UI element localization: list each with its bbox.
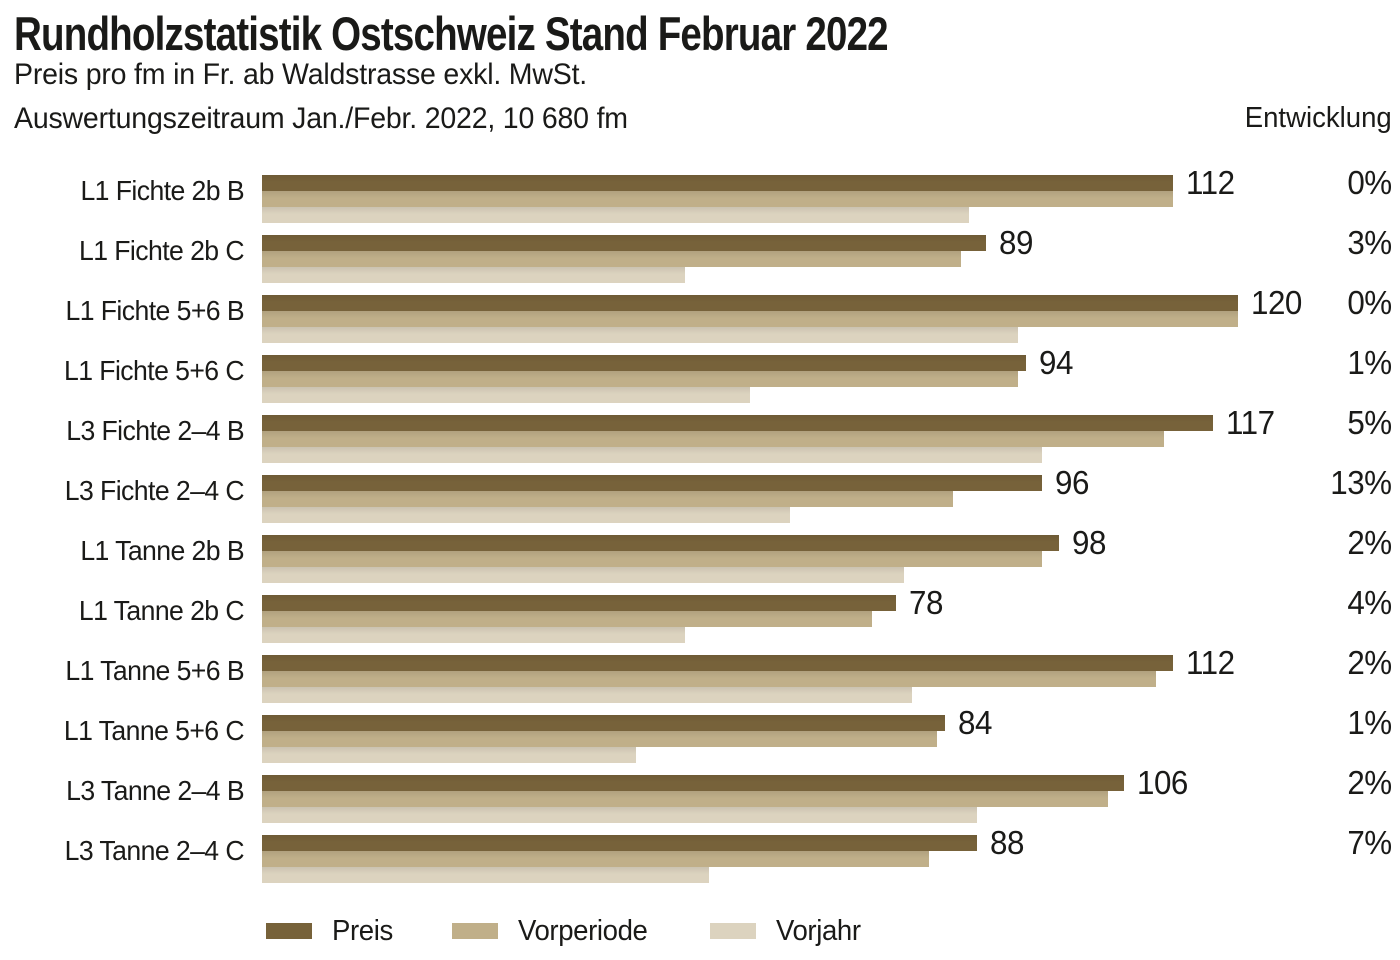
vorjahr-bar [262,207,969,223]
chart-subtitle-price-note: Preis pro fm in Fr. ab Waldstrasse exkl.… [14,58,588,91]
category-label: L1 Tanne 5+6 B [65,655,244,686]
price-value-label: 96 [1055,464,1089,501]
vorperiode-bar [262,491,953,507]
entwicklung-value: 2% [1347,524,1393,561]
preis-bar [262,715,945,731]
vorperiode-bar [262,251,961,267]
vorperiode-bar [262,671,1156,687]
vorjahr-bar [262,327,1018,343]
entwicklung-value: 1% [1347,344,1393,381]
vorjahr-bar [262,387,750,403]
category-label: L1 Fichte 5+6 B [65,295,244,326]
vorperiode-bar [262,551,1042,567]
category-label: L1 Tanne 2b B [80,535,244,566]
vorperiode-bar [262,431,1164,447]
preis-bar [262,655,1173,671]
legend-item-preis: Preis [266,915,396,948]
vorjahr-bar [262,687,912,703]
entwicklung-value: 3% [1347,224,1393,261]
vorperiode-bar [262,611,872,627]
preis-bar [262,175,1173,191]
legend-item-vorperiode: Vorperiode [452,915,654,948]
legend-swatch-preis [266,923,312,939]
legend-swatch-vorjahr [710,923,757,939]
price-value-label: 94 [1039,344,1073,381]
entwicklung-value: 5% [1347,404,1393,441]
vorperiode-bar [262,851,929,867]
entwicklung-value: 7% [1347,824,1393,861]
entwicklung-value: 0% [1347,164,1393,201]
vorperiode-bar [262,191,1173,207]
entwicklung-column-header: Entwicklung [1244,102,1392,134]
price-value-label: 84 [958,704,992,741]
vorjahr-bar [262,447,1042,463]
vorjahr-bar [262,747,636,763]
price-value-label: 78 [909,584,943,621]
vorjahr-bar [262,627,685,643]
legend-item-vorjahr: Vorjahr [710,915,865,948]
category-label: L1 Fichte 2b B [80,175,244,206]
price-value-label: 98 [1072,524,1106,561]
vorperiode-bar [262,311,1238,327]
category-label: L1 Fichte 2b C [78,235,245,266]
preis-bar [262,355,1026,371]
price-value-label: 117 [1226,404,1275,441]
vorjahr-bar [262,507,790,523]
vorjahr-bar [262,867,709,883]
price-value-label: 106 [1137,764,1188,801]
vorjahr-bar [262,267,685,283]
vorperiode-bar [262,371,1018,387]
entwicklung-value: 1% [1347,704,1393,741]
entwicklung-value: 4% [1347,584,1393,621]
entwicklung-value: 13% [1330,464,1393,501]
entwicklung-value: 2% [1347,764,1393,801]
preis-bar [262,535,1059,551]
preis-bar [262,235,986,251]
preis-bar [262,475,1042,491]
category-label: L1 Fichte 5+6 C [64,355,245,386]
vorperiode-bar [262,791,1108,807]
category-label: L3 Fichte 2–4 B [66,415,244,446]
legend-swatch-vorperiode [452,923,499,939]
price-value-label: 88 [990,824,1024,861]
chart-legend: Preis Vorperiode Vorjahr [266,915,865,948]
legend-label: Vorjahr [776,914,861,947]
price-value-label: 89 [999,224,1033,261]
category-label: L1 Tanne 5+6 C [63,715,245,746]
category-label: L1 Tanne 2b C [78,595,245,626]
price-value-label: 112 [1186,164,1235,201]
preis-bar [262,835,977,851]
category-label: L3 Tanne 2–4 C [64,835,245,866]
chart-subtitle-period-note: Auswertungszeitraum Jan./Febr. 2022, 10 … [14,102,628,135]
preis-bar [262,775,1124,791]
vorjahr-bar [262,807,977,823]
vorperiode-bar [262,731,937,747]
legend-label: Preis [332,914,393,947]
entwicklung-value: 0% [1347,284,1393,321]
preis-bar [262,295,1238,311]
price-value-label: 120 [1251,284,1302,321]
price-value-label: 112 [1186,644,1235,681]
preis-bar [262,415,1213,431]
category-label: L3 Tanne 2–4 B [66,775,244,806]
entwicklung-value: 2% [1347,644,1393,681]
chart-title: Rundholzstatistik Ostschweiz Stand Febru… [14,7,889,60]
category-label: L3 Fichte 2–4 C [64,475,245,506]
preis-bar [262,595,896,611]
legend-label: Vorperiode [518,914,648,947]
vorjahr-bar [262,567,904,583]
